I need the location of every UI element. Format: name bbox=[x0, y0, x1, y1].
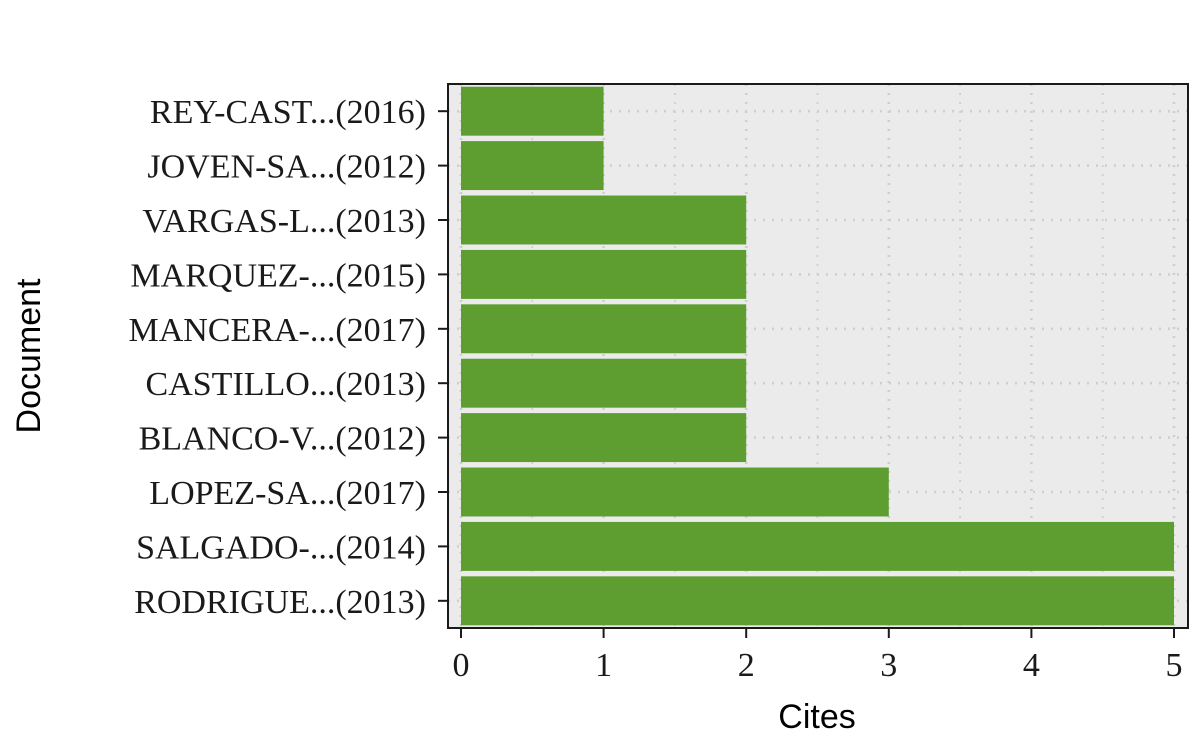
bar bbox=[461, 576, 1174, 626]
y-tick-label: CASTILLO...(2013) bbox=[146, 366, 426, 403]
bar bbox=[461, 413, 747, 463]
x-tick-label: 2 bbox=[738, 647, 755, 684]
x-tick-label: 1 bbox=[595, 647, 612, 684]
y-axis-title: Document bbox=[10, 278, 48, 434]
x-axis: 0 1 2 3 4 5 bbox=[453, 628, 1183, 684]
y-tick-label: RODRIGUE...(2013) bbox=[134, 584, 426, 621]
bar bbox=[461, 249, 747, 299]
bar bbox=[461, 304, 747, 354]
bar bbox=[461, 467, 889, 517]
x-tick-label: 3 bbox=[880, 647, 897, 684]
plot-border bbox=[447, 83, 1189, 629]
x-tick-label: 4 bbox=[1023, 647, 1040, 684]
bar bbox=[461, 86, 604, 136]
bar bbox=[461, 358, 747, 408]
x-axis-title: Cites bbox=[778, 698, 855, 736]
bar bbox=[461, 195, 747, 245]
y-tick-label: REY-CAST...(2016) bbox=[150, 94, 426, 131]
y-tick-label: BLANCO-V...(2012) bbox=[139, 421, 426, 458]
y-tick-label: VARGAS-L...(2013) bbox=[142, 203, 426, 240]
y-tick-label: MANCERA-...(2017) bbox=[129, 312, 426, 349]
x-tick-label: 0 bbox=[453, 647, 470, 684]
bar bbox=[461, 141, 604, 191]
y-tick-label: MARQUEZ-...(2015) bbox=[130, 257, 426, 294]
x-tick-label: 5 bbox=[1166, 647, 1183, 684]
y-tick-label: JOVEN-SA...(2012) bbox=[147, 149, 426, 186]
bars bbox=[461, 86, 1174, 626]
bar bbox=[461, 521, 1174, 571]
y-tick-label: SALGADO-...(2014) bbox=[136, 529, 426, 566]
y-tick-label: LOPEZ-SA...(2017) bbox=[149, 475, 426, 512]
y-axis: REY-CAST...(2016) JOVEN-SA...(2012) VARGAS… bbox=[129, 94, 448, 621]
